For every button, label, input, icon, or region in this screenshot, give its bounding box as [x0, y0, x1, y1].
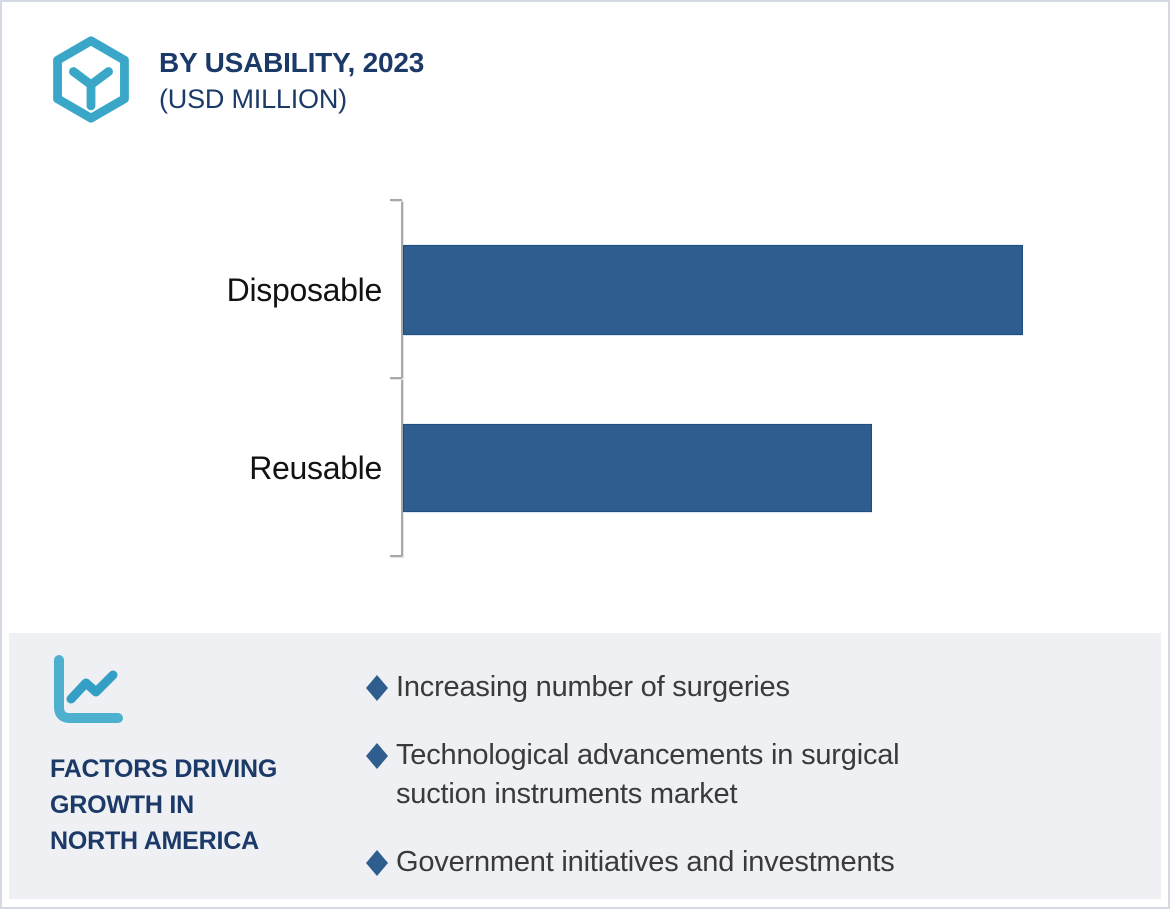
chart-subtitle: (USD MILLION) [159, 84, 347, 114]
list-item: Increasing number of surgeries [366, 668, 1066, 707]
factors-heading-line: FACTORS DRIVING [50, 755, 278, 783]
axis-tick [390, 199, 402, 201]
factors-panel: FACTORS DRIVING GROWTH IN NORTH AMERICA … [9, 633, 1161, 899]
factors-heading-line: NORTH AMERICA [50, 827, 259, 855]
factors-list: Increasing number of surgeries Technolog… [366, 668, 1066, 907]
factor-line: Technological advancements in surgical [396, 739, 900, 771]
bar-reusable [403, 424, 872, 512]
axis-tick [390, 377, 402, 379]
category-axis-line [401, 200, 403, 557]
list-item: Government initiatives and investments [366, 843, 1066, 882]
diamond-bullet-icon [366, 743, 388, 769]
hexagon-cube-y-icon [53, 36, 129, 123]
factor-text: Technological advancements in surgical s… [396, 736, 900, 814]
category-label-reusable: Reusable [249, 449, 382, 486]
diamond-bullet-icon [366, 850, 388, 876]
factor-line: suction instruments market [396, 778, 738, 810]
line-chart-icon [54, 655, 123, 723]
factor-line: Increasing number of surgeries [396, 671, 790, 703]
chart-header: BY USABILITY, 2023 (USD MILLION) [159, 44, 424, 118]
factors-heading-line: GROWTH IN [50, 791, 195, 819]
axis-tick [390, 555, 402, 557]
list-item: Technological advancements in surgical s… [366, 736, 1066, 814]
factor-text: Government initiatives and investments [396, 843, 895, 882]
factor-text: Increasing number of surgeries [396, 668, 790, 707]
factor-line: Government initiatives and investments [396, 846, 895, 878]
bar-disposable [403, 245, 1023, 335]
diamond-bullet-icon [366, 675, 388, 701]
category-label-disposable: Disposable [226, 271, 383, 308]
factors-heading: FACTORS DRIVING GROWTH IN NORTH AMERICA [50, 751, 277, 859]
chart-title: BY USABILITY, 2023 [159, 47, 425, 78]
